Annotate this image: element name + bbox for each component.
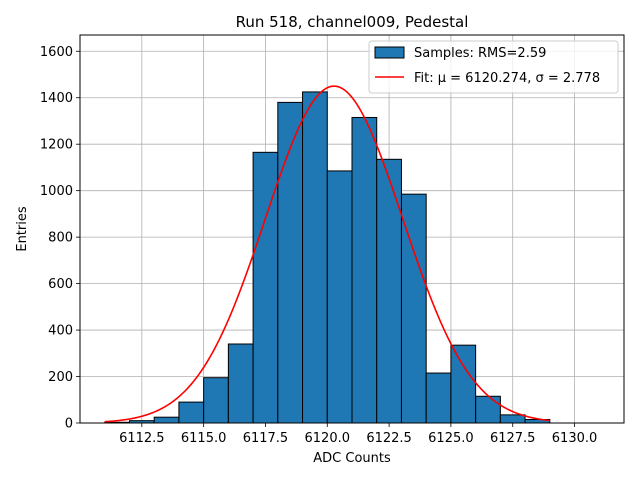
- y-ticks: 0 200 400 600 800 1000 1200 1400 1600: [40, 45, 80, 432]
- histogram-bar: [277, 101, 304, 424]
- x-tick-label: 6115.0: [181, 431, 227, 446]
- chart-title: Run 518, channel009, Pedestal: [236, 13, 469, 31]
- x-tick-label: 6112.5: [119, 431, 165, 446]
- y-tick-label: 1200: [40, 138, 73, 153]
- histogram-bar: [351, 116, 378, 424]
- y-tick-label: 800: [48, 231, 73, 246]
- legend-swatch-histogram: [374, 46, 405, 59]
- x-tick-label: 6127.5: [490, 431, 536, 446]
- x-tick-label: 6125.0: [428, 431, 474, 446]
- histogram-bar: [499, 414, 526, 424]
- histogram-bar: [227, 343, 254, 424]
- y-tick-label: 1600: [40, 45, 73, 60]
- y-tick-label: 200: [48, 370, 73, 385]
- y-tick-label: 1000: [40, 184, 73, 199]
- histogram-bar: [450, 344, 477, 424]
- x-tick-label: 6122.5: [366, 431, 412, 446]
- histogram-bar: [400, 193, 427, 424]
- x-tick-label: 6130.0: [552, 431, 598, 446]
- histogram-bar: [425, 372, 452, 424]
- x-axis-label: ADC Counts: [313, 451, 391, 466]
- histogram-bar: [178, 401, 205, 424]
- x-tick-label: 6120.0: [305, 431, 351, 446]
- x-tick-label: 6117.5: [243, 431, 289, 446]
- plot-frame: [79, 34, 625, 424]
- histogram-bar: [376, 158, 402, 424]
- histogram-bar: [326, 170, 353, 424]
- histogram-bar: [475, 395, 501, 424]
- fit-curve: [104, 85, 550, 423]
- legend-label-fit: Fit: μ = 6120.274, σ = 2.778: [414, 71, 600, 86]
- legend-label-histogram: Samples: RMS=2.59: [414, 46, 546, 61]
- y-tick-label: 1400: [40, 91, 73, 106]
- histogram-bar: [203, 377, 229, 424]
- legend-box: [368, 40, 619, 94]
- y-tick-label: 400: [48, 324, 73, 339]
- y-axis-label: Entries: [15, 206, 30, 252]
- histogram-bar: [302, 91, 328, 424]
- histogram-bars: [104, 91, 551, 424]
- histogram-bar: [153, 416, 180, 424]
- y-tick-label: 600: [48, 277, 73, 292]
- y-tick-label: 0: [65, 417, 73, 432]
- legend: Samples: RMS=2.59 Fit: μ = 6120.274, σ =…: [368, 40, 619, 94]
- x-ticks: 6112.5 6115.0 6117.5 6120.0 6122.5 6125.0 6127…: [119, 423, 597, 446]
